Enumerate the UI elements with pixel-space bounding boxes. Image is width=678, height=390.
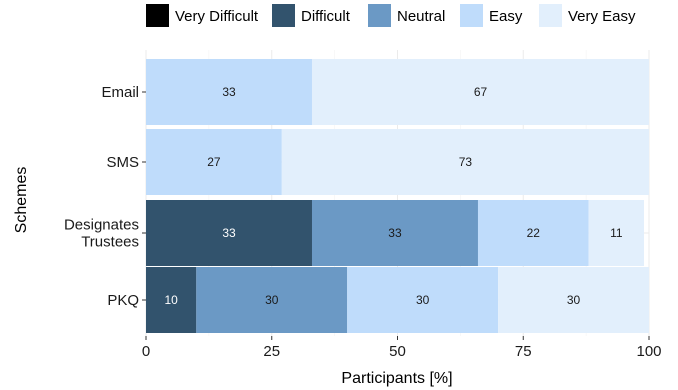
- x-tick-label: 0: [142, 343, 150, 360]
- x-tick-label: 75: [515, 343, 532, 360]
- legend-label: Very Easy: [568, 8, 636, 25]
- legend-label: Difficult: [301, 8, 351, 25]
- data-label: 30: [416, 293, 430, 307]
- y-axis-title: Schemes: [13, 167, 30, 234]
- bar-segment: [146, 200, 312, 266]
- y-tick-label: SMS: [106, 154, 139, 171]
- legend-label: Very Difficult: [175, 8, 259, 25]
- y-axis: Email SMS Designates Trustees PKQ: [64, 84, 146, 309]
- y-tick-label: PKQ: [107, 292, 139, 309]
- data-label: 22: [527, 226, 541, 240]
- data-label: 33: [222, 226, 236, 240]
- y-tick-label: Designates Trustees: [64, 217, 139, 251]
- bar-segment: [311, 59, 649, 125]
- legend-label: Neutral: [397, 8, 445, 25]
- bar-segment: [588, 200, 644, 266]
- bar-segment: [196, 267, 348, 333]
- bar-segment: [146, 59, 312, 125]
- bar-segment: [281, 129, 649, 195]
- legend: Very Difficult Difficult Neutral Easy Very E…: [146, 4, 636, 27]
- data-label: 11: [610, 226, 623, 240]
- data-label: 27: [207, 155, 221, 169]
- bar-labels: 33 67 27 73 33 33 22 11 10 30 30 30: [164, 85, 622, 307]
- bar-segment: [146, 267, 197, 333]
- data-label: 33: [388, 226, 402, 240]
- bar-segment: [311, 200, 478, 266]
- data-label: 30: [265, 293, 279, 307]
- bar-segment: [477, 200, 589, 266]
- legend-swatch: [146, 4, 169, 27]
- data-label: 10: [164, 293, 178, 307]
- legend-swatch: [368, 4, 391, 27]
- bars: [146, 59, 649, 333]
- x-tick-label: 100: [636, 343, 661, 360]
- bar-segment: [347, 267, 499, 333]
- x-tick-label: 50: [389, 343, 406, 360]
- legend-label: Easy: [489, 8, 523, 25]
- x-tick-label: 25: [263, 343, 280, 360]
- bar-segment: [146, 129, 282, 195]
- legend-swatch: [272, 4, 295, 27]
- x-axis: 0 25 50 75 100: [142, 336, 662, 360]
- legend-swatch: [539, 4, 562, 27]
- data-label: 30: [567, 293, 581, 307]
- data-label: 73: [459, 155, 473, 169]
- legend-swatch: [460, 4, 483, 27]
- bar-segment: [498, 267, 649, 333]
- y-tick-label: Email: [101, 84, 139, 101]
- data-label: 33: [222, 85, 236, 99]
- x-axis-title: Participants [%]: [341, 370, 452, 387]
- data-label: 67: [474, 85, 488, 99]
